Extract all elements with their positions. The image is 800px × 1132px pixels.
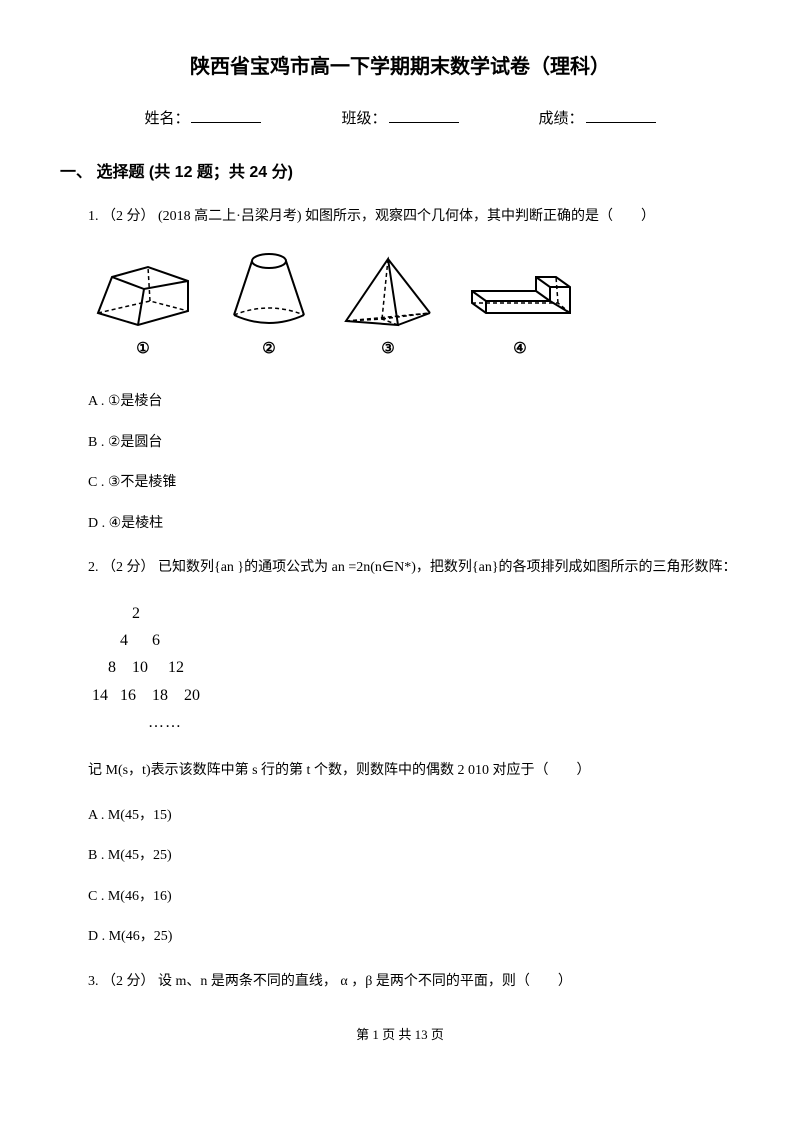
class-blank[interactable]: [389, 107, 459, 123]
q1-figures: ① ②: [88, 249, 740, 364]
section-1-header: 一、 选择题 (共 12 题；共 24 分): [60, 158, 740, 182]
q1-stem: 1. （2 分） (2018 高二上·吕梁月考) 如图所示，观察四个几何体，其中…: [88, 204, 740, 231]
q1-fig-4: ④: [464, 265, 576, 364]
q1-option-c[interactable]: C . ③不是棱锥: [88, 470, 740, 497]
name-blank[interactable]: [191, 107, 261, 123]
page-footer: 第 1 页 共 13 页: [60, 1024, 740, 1043]
q1-fig-3: ③: [340, 253, 436, 364]
question-2: 2. （2 分） 已知数列{an }的通项公式为 an =2n(n∈N*)，把数…: [60, 555, 740, 951]
q2-tri-r1: 2: [88, 600, 740, 627]
class-label: 班级：: [341, 107, 386, 128]
score-field: 成绩：: [539, 107, 656, 128]
exam-title: 陕西省宝鸡市高一下学期期末数学试卷（理科）: [60, 50, 740, 79]
q1-fig3-label: ③: [381, 335, 394, 364]
score-blank[interactable]: [586, 107, 656, 123]
q2-tri-r2: 4 6: [88, 627, 740, 654]
q2-tri-r4: 14 16 18 20: [88, 682, 740, 709]
q1-fig-1: ①: [88, 253, 198, 364]
q2-tri-dots: ……: [88, 709, 740, 736]
q1-options: A . ①是棱台 B . ②是圆台 C . ③不是棱锥 D . ④是棱柱: [88, 389, 740, 537]
q1-fig4-label: ④: [513, 335, 526, 364]
q2-option-c[interactable]: C . M(46，16): [88, 884, 740, 911]
question-3: 3. （2 分） 设 m、n 是两条不同的直线， α ，β 是两个不同的平面，则…: [60, 969, 740, 996]
q2-triangle: 2 4 6 8 10 12 14 16 18 20 ……: [88, 600, 740, 736]
q1-option-a[interactable]: A . ①是棱台: [88, 389, 740, 416]
q2-stem: 2. （2 分） 已知数列{an }的通项公式为 an =2n(n∈N*)，把数…: [88, 555, 740, 582]
q2-mid-text: 记 M(s，t)表示该数阵中第 s 行的第 t 个数，则数阵中的偶数 2 010…: [88, 758, 740, 785]
q2-option-d[interactable]: D . M(46，25): [88, 924, 740, 951]
score-label: 成绩：: [539, 107, 584, 128]
q1-option-d[interactable]: D . ④是棱柱: [88, 511, 740, 538]
q2-tri-r3: 8 10 12: [88, 654, 740, 681]
q1-fig-2: ②: [226, 249, 312, 364]
name-label: 姓名：: [144, 107, 189, 128]
question-1: 1. （2 分） (2018 高二上·吕梁月考) 如图所示，观察四个几何体，其中…: [60, 204, 740, 537]
q2-option-b[interactable]: B . M(45，25): [88, 843, 740, 870]
q2-option-a[interactable]: A . M(45，15): [88, 803, 740, 830]
student-info-row: 姓名： 班级： 成绩：: [60, 107, 740, 128]
q2-options: A . M(45，15) B . M(45，25) C . M(46，16) D…: [88, 803, 740, 951]
q3-stem: 3. （2 分） 设 m、n 是两条不同的直线， α ，β 是两个不同的平面，则…: [88, 969, 740, 996]
name-field: 姓名：: [144, 107, 261, 128]
q1-fig1-label: ①: [136, 335, 149, 364]
q1-fig2-label: ②: [262, 335, 275, 364]
class-field: 班级：: [341, 107, 458, 128]
q1-option-b[interactable]: B . ②是圆台: [88, 430, 740, 457]
